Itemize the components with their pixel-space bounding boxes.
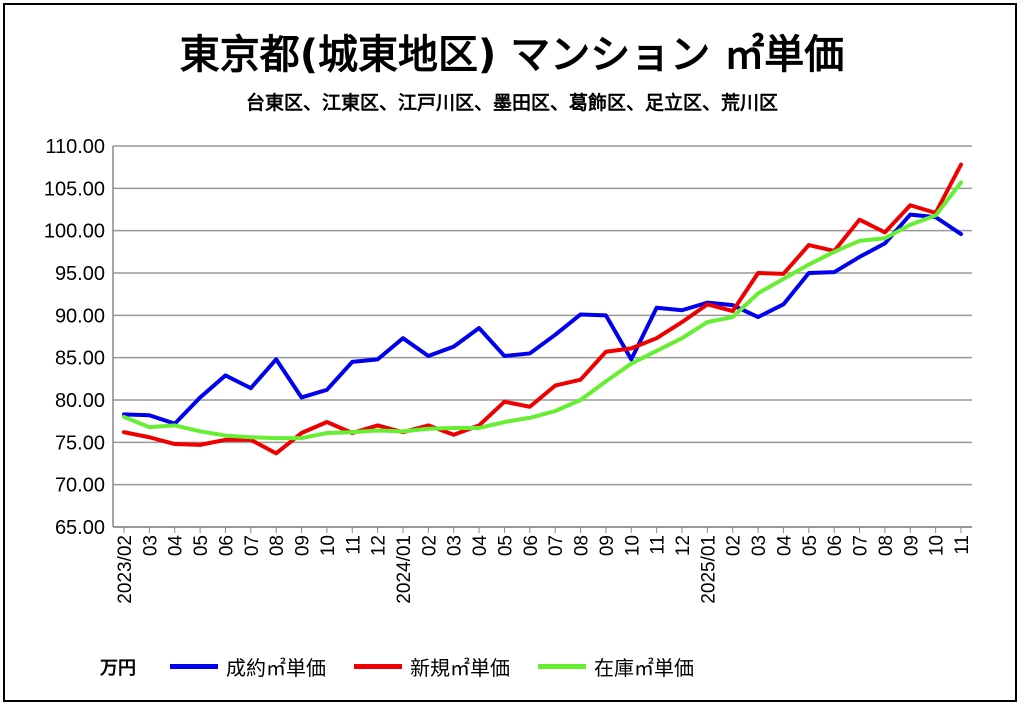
x-tick-label: 03: [749, 535, 770, 556]
chart-frame: [3, 3, 1017, 702]
legend-item-contract: 成約㎡単価: [170, 652, 326, 681]
x-tick-label: 12: [673, 535, 694, 556]
series-line-2: [122, 180, 963, 441]
x-tick-label: 2024/01: [394, 535, 415, 604]
x-tick-label: 03: [140, 535, 161, 556]
legend-swatch-green: [538, 664, 586, 669]
x-tick-label: 11: [648, 535, 669, 555]
x-tick-label: 09: [597, 535, 618, 556]
legend-item-stock: 在庫㎡単価: [538, 652, 694, 681]
x-tick-label: 05: [800, 535, 821, 556]
x-tick-label: 08: [267, 535, 288, 556]
y-tick-label: 85.00: [55, 348, 105, 370]
legend-label: 新規㎡単価: [410, 656, 510, 680]
y-tick-label: 70.00: [55, 475, 105, 497]
x-tick-label: 02: [724, 535, 745, 556]
y-tick-label: 90.00: [55, 305, 105, 327]
chart-title: 東京都(城東地区) マンション ㎡単価: [179, 32, 845, 78]
x-tick-label: 07: [851, 535, 872, 556]
x-tick-label: 04: [470, 535, 491, 557]
legend-label: 成約㎡単価: [226, 656, 326, 680]
legend-label: 在庫㎡単価: [594, 656, 694, 680]
x-tick-label: 04: [774, 535, 795, 557]
x-tick-label: 09: [293, 535, 314, 556]
y-tick-label: 110.00: [45, 136, 105, 158]
x-tick-label: 11: [343, 535, 364, 555]
series-line-1: [122, 162, 963, 456]
series-line-0: [122, 212, 963, 426]
x-tick-label: 08: [876, 535, 897, 556]
y-tick-label: 100.00: [44, 221, 105, 243]
x-tick-label: 04: [166, 535, 187, 557]
x-tick-label: 06: [825, 535, 846, 556]
x-tick-label: 06: [216, 535, 237, 556]
legend-item-new: 新規㎡単価: [354, 652, 510, 681]
x-tick-label: 2025/01: [698, 535, 719, 604]
x-tick-label: 06: [521, 535, 542, 556]
y-tick-label: 80.00: [55, 390, 105, 412]
y-unit-label: 万円: [100, 657, 136, 679]
legend-swatch-red: [354, 664, 402, 669]
x-tick-label: 12: [369, 535, 390, 556]
x-tick-label: 11: [952, 535, 973, 555]
y-tick-label: 65.00: [55, 517, 105, 539]
x-tick-label: 2023/02: [115, 535, 136, 604]
legend-swatch-blue: [170, 664, 218, 669]
x-tick-label: 08: [572, 535, 593, 556]
y-tick-label: 105.00: [44, 178, 105, 200]
y-tick-label: 75.00: [55, 432, 105, 454]
x-tick-label: 10: [318, 535, 339, 556]
x-tick-label: 07: [546, 535, 567, 556]
x-tick-label: 07: [242, 535, 263, 556]
chart-subtitle: 台東区、江東区、江戸川区、墨田区、葛飾区、足立区、荒川区: [245, 92, 778, 114]
x-tick-label: 03: [445, 535, 466, 556]
x-tick-label: 10: [622, 535, 643, 556]
legend: 万円 成約㎡単価 新規㎡単価 在庫㎡単価: [100, 652, 722, 681]
x-tick-label: 09: [901, 535, 922, 556]
x-tick-label: 05: [191, 535, 212, 556]
x-tick-label: 05: [495, 535, 516, 556]
x-tick-label: 02: [419, 535, 440, 556]
y-tick-label: 95.00: [55, 263, 105, 285]
x-tick-label: 10: [927, 535, 948, 556]
